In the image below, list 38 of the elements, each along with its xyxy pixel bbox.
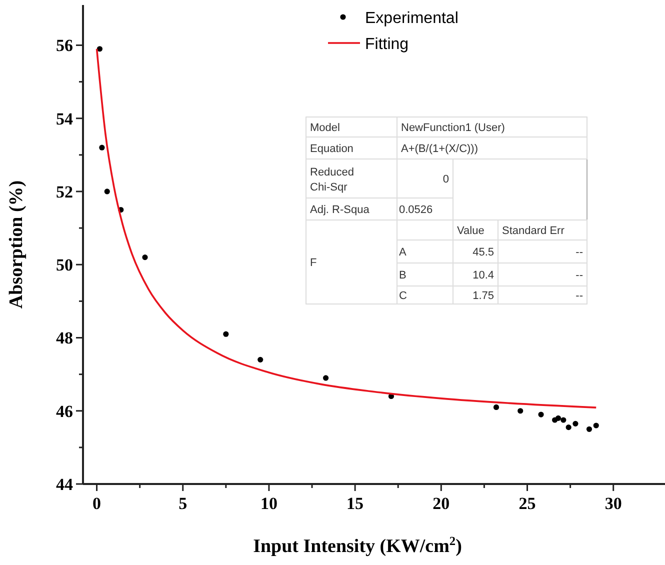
annotation: 0 [442,174,449,186]
y-tick-label: 44 [56,475,74,494]
annotation: 10.4 [472,270,494,282]
annotation: Value [457,225,484,237]
x-axis-title: Input Intensity (KW/cm$^{2}$) [253,534,462,557]
x-tick-label: 25 [518,494,536,513]
annotation: Equation [310,143,354,155]
y-tick-label: 52 [56,182,73,202]
annotation: -- [576,290,584,302]
y-tick-label: 50 [56,256,73,275]
annotation: NewFunction1 (User) [401,122,505,134]
annotation: A [399,246,407,258]
x-tick-label: 5 [178,494,188,513]
x-tick-label: 30 [604,494,622,513]
x-tick-label: 0 [92,494,102,513]
annotation: B [399,270,406,282]
legend-label: Fitting [365,36,409,53]
x-tick-label: 10 [260,494,278,513]
annotation: Reduced Chi-Sqr [310,166,354,194]
annotation: Model [310,122,340,134]
annotation: 0.0526 [399,204,433,216]
annotation: -- [576,246,584,258]
annotation: F [310,257,317,269]
annotation: A+(B/(1+(X/C))) [401,143,478,155]
y-tick-label: 56 [56,36,73,56]
legend-label: Experimental [365,10,458,27]
annotation: -- [576,270,584,282]
y-tick-label: 54 [56,109,74,128]
annotation: Adj. R-Squa [310,204,370,216]
y-axis-title: Absorption (%) [6,180,27,309]
annotation: 1.75 [472,290,494,302]
annotation: 45.5 [472,246,494,258]
y-tick-label: 46 [56,402,73,421]
y-tick-label: 48 [56,328,73,348]
annotation: C [399,290,407,302]
x-tick-label: 20 [432,494,450,513]
annotation: Standard Err [502,225,565,237]
x-tick-label: 15 [346,494,364,513]
